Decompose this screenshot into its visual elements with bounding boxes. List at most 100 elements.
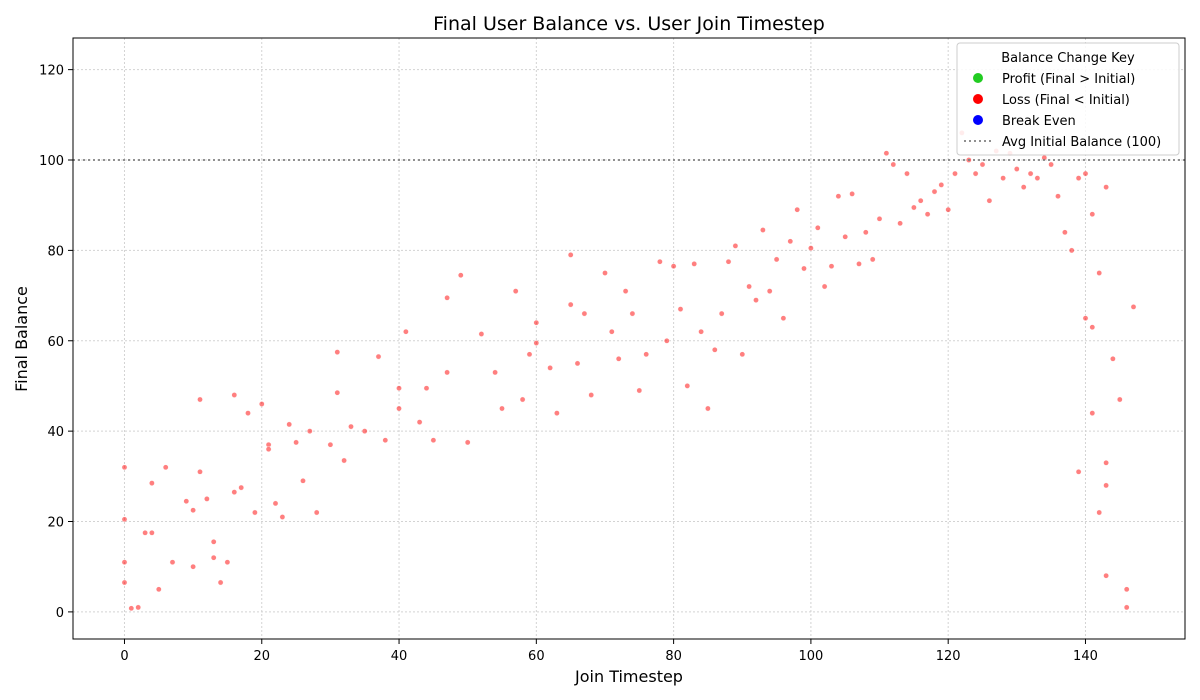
data-point — [1103, 184, 1109, 190]
data-point — [869, 256, 876, 263]
grid — [73, 38, 1185, 639]
data-point — [705, 405, 711, 412]
data-point — [739, 351, 746, 358]
data-point — [197, 396, 203, 403]
legend-marker-profit — [973, 73, 983, 83]
legend-label-loss: Loss (Final < Initial) — [1002, 93, 1130, 108]
data-point — [890, 161, 897, 168]
data-point — [904, 170, 910, 177]
data-point — [327, 441, 334, 448]
data-point — [512, 288, 519, 294]
legend-label-avg-line: Avg Initial Balance (100) — [1002, 135, 1161, 150]
chart-title: Final User Balance vs. User Join Timeste… — [433, 13, 825, 35]
y-tick-label: 40 — [47, 425, 64, 440]
legend-marker-break-even — [973, 115, 983, 125]
data-point — [808, 245, 814, 251]
data-point — [1110, 355, 1116, 362]
data-point — [286, 421, 293, 428]
data-point — [1075, 468, 1082, 475]
data-point — [1048, 161, 1054, 168]
data-point — [828, 263, 835, 270]
data-point — [897, 220, 903, 227]
data-point — [1089, 410, 1096, 416]
data-point — [760, 227, 766, 233]
data-point — [684, 383, 691, 389]
data-point — [533, 340, 540, 346]
data-point — [718, 310, 725, 317]
data-point — [121, 579, 128, 586]
data-point — [210, 554, 217, 561]
data-point — [622, 288, 629, 294]
data-point — [815, 224, 821, 231]
data-point — [753, 297, 759, 303]
data-point — [423, 385, 430, 392]
data-point — [924, 211, 931, 217]
data-point — [190, 507, 196, 514]
data-point — [204, 496, 210, 502]
data-point — [375, 353, 382, 360]
legend-marker-loss — [973, 94, 983, 104]
data-point — [911, 204, 917, 211]
data-point — [698, 328, 704, 335]
data-point — [1014, 166, 1020, 172]
data-point — [801, 265, 807, 272]
plot-frame — [72, 37, 1186, 640]
x-axis: 0 20 40 60 80 100 120 140 — [120, 639, 1098, 664]
data-point — [155, 586, 162, 593]
data-point — [773, 256, 780, 263]
data-point — [492, 369, 498, 376]
data-point — [883, 150, 890, 156]
data-point — [258, 401, 265, 407]
data-point — [396, 385, 402, 392]
data-points — [121, 130, 1137, 612]
data-point — [1103, 572, 1109, 579]
data-point — [986, 197, 993, 204]
data-point — [567, 252, 574, 258]
y-axis: 0 20 40 60 80 100 120 — [39, 64, 73, 621]
x-axis-label: Join Timestep — [574, 667, 683, 686]
data-point — [1103, 459, 1109, 466]
data-point — [1062, 229, 1068, 236]
y-tick-label: 100 — [39, 154, 64, 169]
data-point — [746, 283, 752, 290]
data-point — [238, 484, 244, 491]
x-tick-label: 120 — [936, 649, 961, 664]
data-point — [252, 509, 258, 516]
data-point — [1096, 509, 1102, 516]
legend-label-profit: Profit (Final > Initial) — [1002, 72, 1135, 87]
data-point — [334, 389, 341, 396]
data-point — [210, 539, 217, 545]
data-point — [952, 170, 958, 177]
data-point — [457, 272, 464, 279]
data-point — [835, 193, 842, 199]
data-point — [588, 392, 595, 398]
data-point — [361, 428, 368, 434]
data-point — [615, 355, 622, 362]
data-point — [190, 563, 196, 570]
data-point — [313, 509, 320, 516]
data-point — [526, 351, 533, 358]
data-point — [348, 423, 354, 430]
data-point — [1020, 184, 1027, 190]
data-point — [787, 238, 794, 245]
data-point — [766, 288, 773, 294]
legend-title: Balance Change Key — [1001, 51, 1135, 66]
data-point — [732, 243, 739, 249]
x-tick-label: 40 — [391, 649, 408, 664]
data-point — [224, 559, 231, 566]
data-point — [712, 346, 718, 353]
data-point — [1082, 170, 1089, 177]
data-point — [403, 328, 409, 335]
data-point — [183, 498, 190, 505]
data-point — [121, 559, 128, 566]
data-point — [519, 396, 526, 403]
data-point — [1096, 270, 1102, 276]
data-point — [821, 283, 828, 290]
data-point — [842, 233, 849, 240]
data-point — [643, 351, 650, 358]
data-point — [231, 392, 238, 398]
data-point — [1068, 247, 1075, 254]
data-point — [279, 514, 286, 520]
data-point — [849, 191, 855, 197]
